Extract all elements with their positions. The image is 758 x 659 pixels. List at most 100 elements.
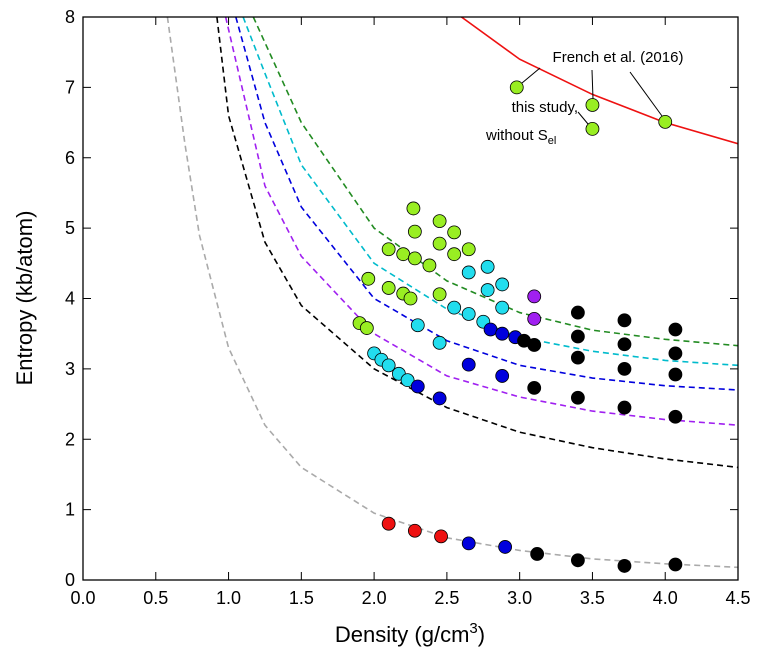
y-tick-label: 6 [65,148,75,168]
x-axis-label: Density (g/cm3) [335,620,485,647]
point [461,242,476,257]
point [434,529,448,544]
point [461,357,476,372]
point [461,307,476,321]
point [570,553,585,568]
x-label-text: Density (g/cm [335,622,469,647]
annotation: French et al. (2016) [553,49,684,66]
annotation: this study, [512,99,578,116]
point [527,380,542,395]
point [658,114,673,129]
point [381,516,396,531]
point [530,547,545,561]
point [361,271,376,286]
point [381,281,396,295]
point [407,523,422,538]
point [495,300,510,315]
annotation-sub: el [548,135,557,147]
point [483,322,498,337]
y-tick-label: 1 [65,500,75,520]
annotation-line [591,69,594,100]
x-label-sup: 3 [469,620,477,637]
point [447,247,462,262]
annotation: without Sel [485,127,556,147]
point [498,540,513,554]
x-tick-label: 4.5 [725,588,750,608]
point [495,326,510,341]
y-axis-label: Entropy (kb/atom) [12,211,37,386]
point [527,289,542,304]
annotation-lines [521,67,663,125]
curve [166,17,738,569]
point [570,305,585,320]
point [359,321,374,335]
point [570,329,585,344]
point [527,338,542,352]
point [617,400,632,415]
point [668,346,683,361]
point [617,337,632,352]
annotation-line [577,111,589,125]
point [400,373,415,388]
y-tick-label: 2 [65,429,75,449]
curves [166,17,738,569]
point [461,536,476,551]
point [447,300,462,315]
annotation-text: without S [485,127,548,144]
point [668,557,683,572]
x-tick-label: 0.5 [143,588,168,608]
y-tick-label: 3 [65,359,75,379]
point [447,225,462,240]
x-tick-label: 2.5 [434,588,459,608]
y-tick-label: 0 [65,570,75,590]
point [570,390,585,405]
point [422,258,437,273]
curve [252,17,738,347]
point [432,287,447,302]
y-tick-label: 7 [65,77,75,97]
point [403,291,418,306]
point [410,379,425,394]
point [396,247,411,262]
point [480,259,495,274]
point [585,121,600,136]
x-tick-label: 3.5 [580,588,605,608]
point [461,265,476,280]
x-tick-label: 1.0 [216,588,241,608]
x-tick-label: 2.0 [362,588,387,608]
y-tick-label: 4 [65,289,75,309]
point [381,358,396,373]
curve [216,17,738,469]
point [410,318,425,333]
point [432,391,447,406]
point [617,361,632,376]
point [617,313,632,328]
point [406,201,421,216]
x-tick-label: 1.5 [289,588,314,608]
point [381,242,396,257]
point [407,224,422,239]
markers [352,80,683,573]
x-tick-label: 3.0 [507,588,532,608]
curve [235,17,738,391]
point [527,312,542,326]
point [480,283,495,297]
x-tick-label: 0.0 [70,588,95,608]
curve [224,17,738,426]
point [509,80,524,95]
curve [242,17,738,367]
x-label-end: ) [478,622,485,647]
axes: 0.0 0.5 1.0 1.5 2.0 2.5 3.0 3.5 4.0 4.5 0 1 2 3 4 5 6 7 8 [65,7,751,608]
x-tick-label: 4.0 [653,588,678,608]
point [617,559,632,573]
y-tick-label: 8 [65,7,75,27]
point [432,214,447,228]
point [495,277,510,292]
curve [460,17,738,145]
point [407,251,422,266]
point [585,98,600,112]
annotation-line [629,71,663,117]
point [570,350,585,365]
